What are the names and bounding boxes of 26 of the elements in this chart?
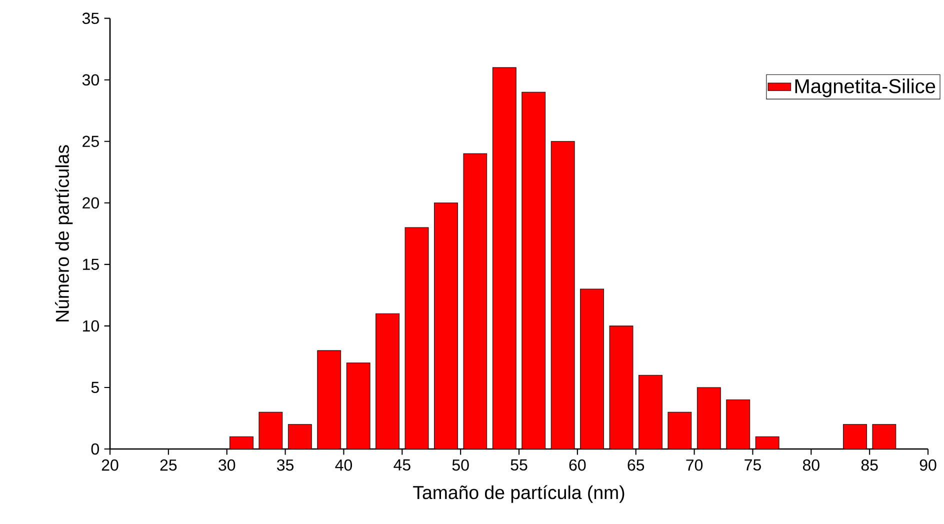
x-tick-label: 45: [394, 459, 410, 471]
y-tick-label: 35: [82, 12, 99, 24]
y-tick-label: 25: [82, 136, 99, 148]
x-tick-label: 35: [276, 459, 294, 471]
x-axis-title: Tamaño de partícula (nm): [413, 485, 624, 503]
x-tick-label: 80: [802, 459, 820, 471]
x-tick-label: 30: [218, 459, 236, 471]
x-tick-label: 20: [102, 459, 118, 471]
y-tick-label: 0: [91, 443, 99, 455]
x-tick-label: 40: [335, 459, 352, 471]
y-tick-label: 10: [83, 320, 99, 332]
y-axis-title: Número de partículas: [55, 145, 73, 322]
legend-label: Magnetita-Silice: [795, 78, 936, 98]
x-tick-label: 70: [686, 459, 703, 471]
x-tick-label: 85: [861, 459, 878, 471]
x-tick-label: 50: [452, 459, 469, 471]
x-tick-label: 90: [920, 459, 936, 471]
y-tick-label: 15: [83, 258, 99, 270]
x-tick-label: 25: [160, 459, 177, 471]
x-tick-label: 60: [569, 459, 586, 471]
y-tick-label: 30: [82, 74, 99, 86]
x-tick-label: 55: [510, 459, 528, 471]
x-tick-label: 65: [628, 459, 644, 471]
x-tick-label: 75: [744, 459, 761, 471]
y-tick-label: 5: [91, 382, 99, 394]
y-tick-label: 20: [82, 197, 99, 209]
